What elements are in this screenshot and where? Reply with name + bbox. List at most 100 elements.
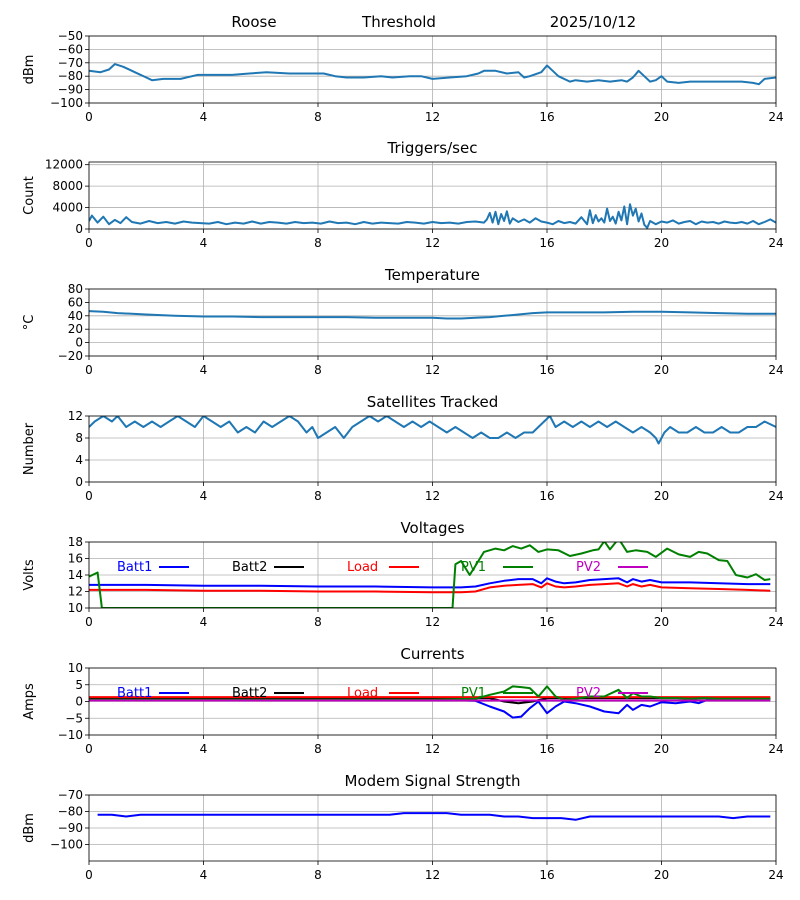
x-tick-label: 8 xyxy=(314,615,322,629)
y-tick-label: −60 xyxy=(58,42,83,56)
y-tick-label: 0 xyxy=(75,695,83,709)
y-tick-label: 60 xyxy=(68,295,83,309)
x-tick-label: 16 xyxy=(539,489,554,503)
x-tick-label: 4 xyxy=(200,615,208,629)
panel-title: Voltages xyxy=(400,519,464,537)
x-tick-label: 4 xyxy=(200,363,208,377)
y-tick-label: −100 xyxy=(50,838,83,852)
y-axis-label: °C xyxy=(22,315,37,331)
y-axis-label: Amps xyxy=(22,683,37,720)
panel-title: Satellites Tracked xyxy=(367,393,498,411)
y-tick-label: −70 xyxy=(58,56,83,70)
legend-label-pv1: PV1 xyxy=(461,686,486,701)
y-axis-label: Volts xyxy=(22,559,37,591)
x-tick-label: 24 xyxy=(768,868,783,882)
y-tick-label: 5 xyxy=(75,678,83,692)
x-tick-label: 24 xyxy=(768,615,783,629)
x-tick-label: 4 xyxy=(200,868,208,882)
panel-6: 0 4 8 12 16 20 24 −100 −90 −80 −70 Modem Signal Str… xyxy=(22,772,784,882)
y-tick-label: 12000 xyxy=(45,158,83,172)
series-line-satellites xyxy=(89,416,776,445)
panel-4: 0 4 8 12 16 20 24 10 12 14 16 18 Batt1 Batt2 Load PV1 PV… xyxy=(22,519,784,629)
y-tick-label: 10 xyxy=(68,661,83,675)
x-tick-label: 20 xyxy=(654,236,669,250)
y-tick-label: −50 xyxy=(58,29,83,43)
legend-label-batt1: Batt1 xyxy=(117,560,152,575)
x-tick-label: 8 xyxy=(314,742,322,756)
y-tick-label: −90 xyxy=(58,821,83,835)
series-line-pv1 xyxy=(89,542,771,608)
y-tick-label: 12 xyxy=(68,585,83,599)
y-tick-label: 40 xyxy=(68,309,83,323)
x-tick-label: 4 xyxy=(200,489,208,503)
panel-1: 0 4 8 12 16 20 24 0 4000 8000 12000 Triggers/sec Cou… xyxy=(22,139,784,250)
x-tick-label: 4 xyxy=(200,742,208,756)
x-tick-label: 0 xyxy=(85,742,93,756)
x-tick-label: 24 xyxy=(768,236,783,250)
x-tick-label: 16 xyxy=(539,236,554,250)
panel-5: 0 4 8 12 16 20 24 −10 −5 0 5 10 Batt1 Batt2 Load PV1 PV2… xyxy=(22,645,784,756)
axes-frame xyxy=(88,35,777,104)
x-tick-label: 0 xyxy=(85,236,93,250)
y-tick-label: 14 xyxy=(68,568,83,582)
x-tick-label: 12 xyxy=(425,236,440,250)
x-tick-label: 24 xyxy=(768,110,783,124)
x-tick-label: 20 xyxy=(654,363,669,377)
x-tick-label: 16 xyxy=(539,742,554,756)
axes-frame xyxy=(88,794,777,862)
x-tick-label: 12 xyxy=(425,363,440,377)
x-tick-label: 12 xyxy=(425,868,440,882)
panel-title: Temperature xyxy=(384,266,480,284)
series-line-threshold xyxy=(89,63,776,86)
axes-frame xyxy=(88,415,777,483)
panel-title: Modem Signal Strength xyxy=(345,772,521,790)
y-tick-label: −100 xyxy=(50,96,83,110)
x-tick-label: 20 xyxy=(654,615,669,629)
series-line-triggers xyxy=(89,203,776,229)
legend-label-batt2: Batt2 xyxy=(232,686,267,701)
x-tick-label: 12 xyxy=(425,110,440,124)
y-tick-label: −20 xyxy=(58,349,83,363)
x-tick-label: 8 xyxy=(314,489,322,503)
legend-label-batt2: Batt2 xyxy=(232,560,267,575)
y-tick-label: 8000 xyxy=(52,179,83,193)
x-tick-label: 8 xyxy=(314,868,322,882)
series-line-temperature xyxy=(89,310,776,320)
x-tick-label: 8 xyxy=(314,110,322,124)
y-tick-label: −90 xyxy=(58,83,83,97)
x-tick-label: 20 xyxy=(654,110,669,124)
y-tick-label: 18 xyxy=(68,535,83,549)
x-tick-label: 24 xyxy=(768,363,783,377)
y-tick-label: 8 xyxy=(75,431,83,445)
y-axis-label: Count xyxy=(22,176,37,215)
x-tick-label: 12 xyxy=(425,742,440,756)
y-tick-label: 4000 xyxy=(52,201,83,215)
axes-frame xyxy=(88,541,777,609)
y-tick-label: 4 xyxy=(75,453,83,467)
x-tick-label: 20 xyxy=(654,489,669,503)
legend-label-load: Load xyxy=(347,560,378,575)
y-tick-label: 10 xyxy=(68,601,83,615)
y-tick-label: −70 xyxy=(58,788,83,802)
y-tick-label: −5 xyxy=(65,711,83,725)
x-tick-label: 12 xyxy=(425,489,440,503)
x-tick-label: 8 xyxy=(314,236,322,250)
x-tick-label: 16 xyxy=(539,363,554,377)
y-tick-label: 16 xyxy=(68,552,83,566)
y-tick-label: 0 xyxy=(75,222,83,236)
panel-3: 0 4 8 12 16 20 24 0 4 8 12 Satellites Tracked Number xyxy=(22,393,784,503)
legend-label-pv2: PV2 xyxy=(576,560,601,575)
x-tick-label: 8 xyxy=(314,363,322,377)
y-tick-label: −10 xyxy=(58,728,83,742)
x-tick-label: 0 xyxy=(85,363,93,377)
x-tick-label: 24 xyxy=(768,489,783,503)
x-tick-label: 4 xyxy=(200,236,208,250)
x-tick-label: 12 xyxy=(425,615,440,629)
legend-label-load: Load xyxy=(347,686,378,701)
x-tick-label: 24 xyxy=(768,742,783,756)
x-tick-label: 16 xyxy=(539,615,554,629)
series-line-load xyxy=(89,582,771,594)
